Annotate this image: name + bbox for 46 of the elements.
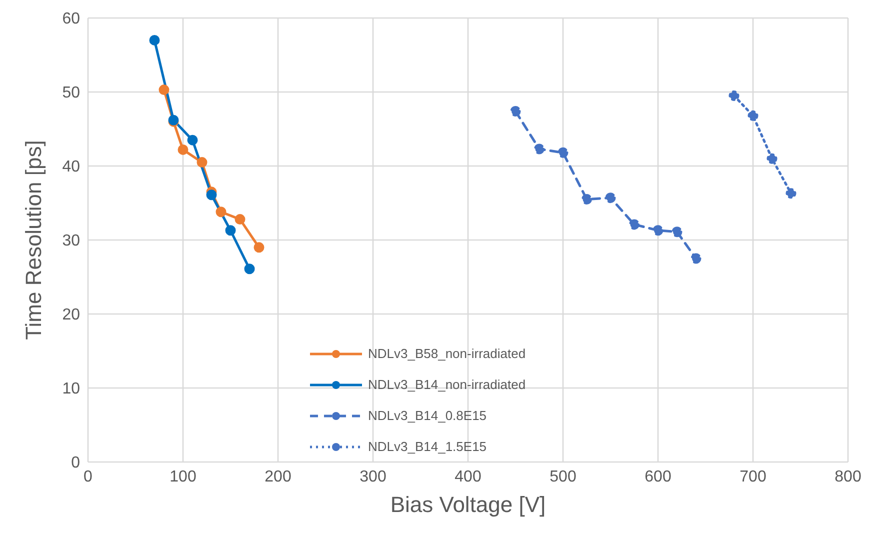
point bbox=[582, 194, 592, 205]
y-axis-title: Time Resolution [ps] bbox=[20, 140, 46, 340]
point bbox=[534, 144, 544, 154]
point bbox=[196, 157, 208, 168]
point bbox=[510, 106, 521, 116]
legend-label: NDLv3_B58_non-irradiated bbox=[368, 346, 526, 361]
x-axis-title: Bias Voltage [V] bbox=[390, 492, 546, 517]
x-tick-label: 500 bbox=[550, 468, 576, 486]
point bbox=[234, 214, 246, 225]
x-tick-label: 600 bbox=[644, 468, 672, 486]
point bbox=[766, 153, 778, 164]
point bbox=[786, 188, 796, 199]
point bbox=[629, 219, 640, 230]
legend-label: NDLv3_B14_0.8E15 bbox=[368, 408, 487, 423]
point bbox=[652, 225, 664, 236]
point bbox=[244, 264, 255, 274]
legend-label: NDLv3_B14_non-irradiated bbox=[368, 377, 526, 392]
point bbox=[558, 147, 568, 158]
legend-label: NDLv3_B14_1.5E15 bbox=[368, 439, 487, 454]
point bbox=[149, 34, 160, 46]
x-tick-label: 700 bbox=[740, 468, 766, 486]
y-tick-label: 10 bbox=[62, 380, 80, 398]
point bbox=[206, 190, 217, 200]
point bbox=[728, 90, 740, 101]
y-tick-label: 60 bbox=[62, 10, 80, 28]
point bbox=[187, 134, 198, 146]
y-tick-label: 40 bbox=[62, 158, 80, 176]
point bbox=[254, 242, 264, 253]
point bbox=[748, 110, 758, 121]
point bbox=[690, 253, 702, 264]
x-tick-label: 800 bbox=[834, 468, 862, 486]
y-tick-label: 0 bbox=[71, 454, 80, 472]
point bbox=[225, 225, 236, 236]
point bbox=[605, 192, 616, 204]
x-tick-label: 0 bbox=[84, 468, 93, 486]
point bbox=[672, 226, 682, 238]
point bbox=[158, 84, 170, 96]
x-tick-label: 400 bbox=[454, 468, 482, 486]
y-tick-label: 20 bbox=[62, 306, 80, 324]
x-tick-label: 100 bbox=[170, 468, 196, 486]
y-tick-label: 50 bbox=[62, 84, 80, 102]
y-tick-label: 30 bbox=[62, 232, 80, 250]
x-tick-label: 300 bbox=[360, 468, 386, 486]
x-tick-label: 200 bbox=[264, 468, 292, 486]
point bbox=[216, 206, 226, 218]
point bbox=[178, 144, 188, 155]
